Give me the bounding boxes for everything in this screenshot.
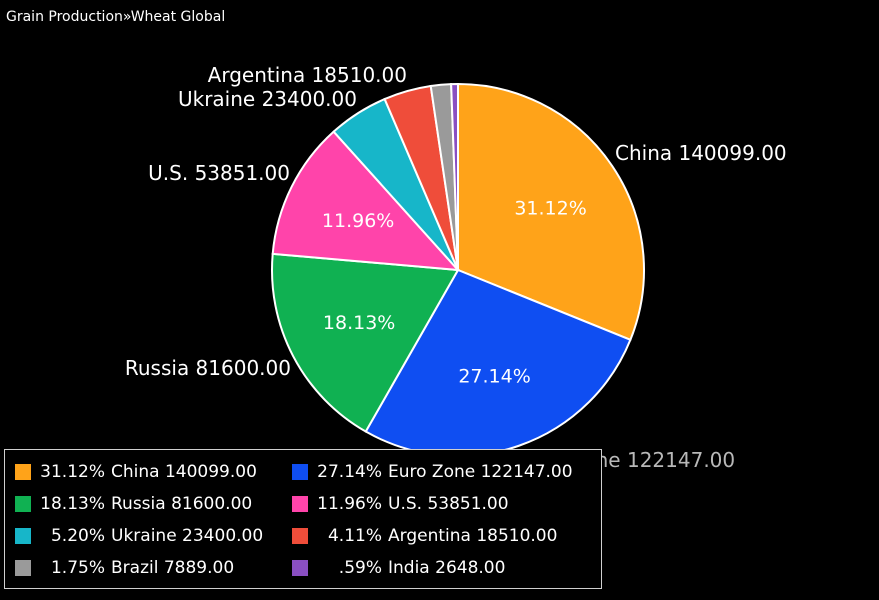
legend-item-brazil: 1.75% Brazil 7889.00 xyxy=(15,556,234,580)
legend-label: Russia 81600.00 xyxy=(111,494,253,514)
legend-item-argentina: 4.11% Argentina 18510.00 xyxy=(292,524,557,548)
legend-pct: 4.11% xyxy=(327,526,382,546)
legend-item-u-s: 11.96% U.S. 53851.00 xyxy=(292,492,509,516)
pie-slice-india xyxy=(450,82,459,271)
legend-label: U.S. 53851.00 xyxy=(388,494,509,514)
legend-pct: 11.96% xyxy=(317,494,382,514)
legend-item-ukraine: 5.20% Ukraine 23400.00 xyxy=(15,524,263,548)
legend-swatch xyxy=(15,528,31,544)
legend-swatch xyxy=(292,464,308,480)
legend-pct: 18.13% xyxy=(40,494,105,514)
legend-label: Argentina 18510.00 xyxy=(388,526,558,546)
pie-outer-label-ukraine: Ukraine 23400.00 xyxy=(178,87,357,111)
legend-item-china: 31.12% China 140099.00 xyxy=(15,460,257,484)
breadcrumb-leaf: Wheat Global xyxy=(130,9,226,25)
legend-swatch xyxy=(15,464,31,480)
legend-swatch xyxy=(15,560,31,576)
pie-pct-label-u-s: 11.96% xyxy=(322,210,394,232)
legend-pct: 31.12% xyxy=(40,462,105,482)
legend-pct: 1.75% xyxy=(50,558,105,578)
pie-outer-label-russia: Russia 81600.00 xyxy=(125,356,291,380)
pie-outer-label-argentina: Argentina 18510.00 xyxy=(208,63,407,87)
legend-label: India 2648.00 xyxy=(388,558,506,578)
chart-legend: 31.12% China 140099.00 27.14% Euro Zone 122… xyxy=(4,449,602,589)
pie-outer-label-u-s: U.S. 53851.00 xyxy=(148,161,290,185)
pie-slice-u-s xyxy=(271,130,461,272)
legend-item-india: .59% India 2648.00 xyxy=(292,556,505,580)
pie-slice-russia xyxy=(271,252,460,433)
legend-item-russia: 18.13% Russia 81600.00 xyxy=(15,492,252,516)
legend-swatch xyxy=(292,496,308,512)
pie-slice-china xyxy=(457,82,645,342)
breadcrumb[interactable]: Grain Production»Wheat Global xyxy=(6,9,225,25)
legend-pct: .59% xyxy=(338,558,382,578)
pie-pct-label-china: 31.12% xyxy=(514,198,586,220)
pie-pct-label-euro-zone: 27.14% xyxy=(458,365,530,387)
legend-label: China 140099.00 xyxy=(111,462,257,482)
legend-item-euro-zone: 27.14% Euro Zone 122147.00 xyxy=(292,460,573,484)
legend-label: Brazil 7889.00 xyxy=(111,558,235,578)
breadcrumb-root[interactable]: Grain Production xyxy=(6,9,123,25)
legend-label: Ukraine 23400.00 xyxy=(111,526,264,546)
legend-pct: 5.20% xyxy=(50,526,105,546)
legend-swatch xyxy=(292,528,308,544)
pie-outer-label-china: China 140099.00 xyxy=(615,141,787,165)
pie-pct-label-russia: 18.13% xyxy=(323,312,395,334)
legend-pct: 27.14% xyxy=(317,462,382,482)
legend-swatch xyxy=(15,496,31,512)
legend-label: Euro Zone 122147.00 xyxy=(388,462,573,482)
breadcrumb-separator: » xyxy=(122,9,131,25)
legend-swatch xyxy=(292,560,308,576)
